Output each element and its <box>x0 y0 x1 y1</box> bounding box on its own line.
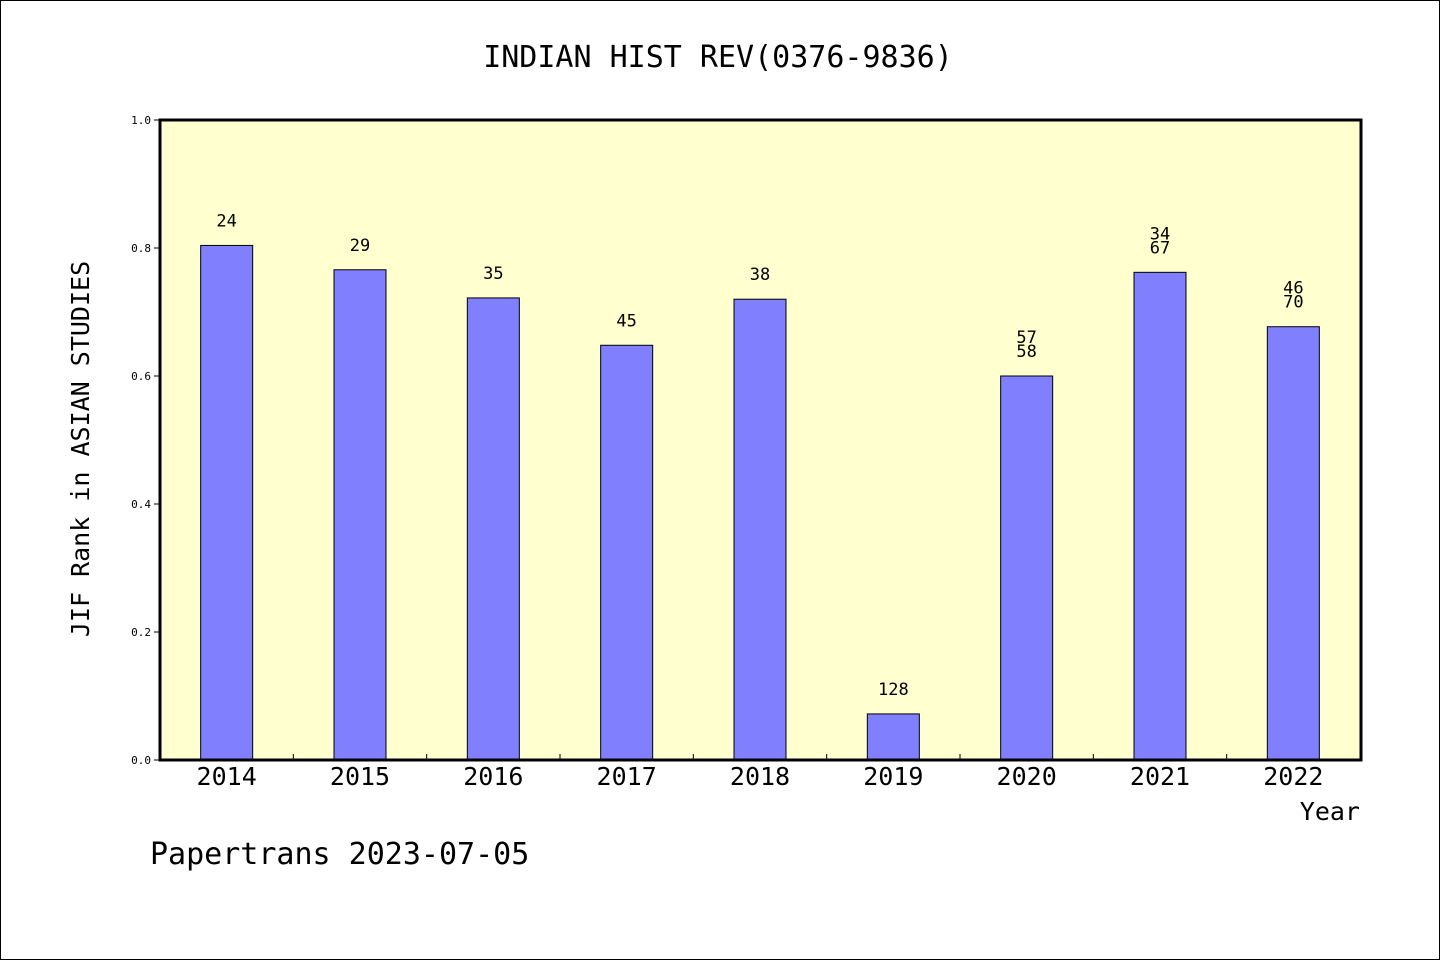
bar-value-label: 70 <box>1283 293 1303 313</box>
x-tick-label-2016: 2016 <box>463 762 523 791</box>
y-tick-label: 0.4 <box>131 498 151 511</box>
x-tick-label-2015: 2015 <box>330 762 390 791</box>
x-tick-label-2020: 2020 <box>997 762 1057 791</box>
y-tick-label: 0.8 <box>131 242 151 255</box>
y-tick-label: 0.0 <box>131 754 151 767</box>
y-tick-label: 1.0 <box>131 114 151 127</box>
x-tick-label-2021: 2021 <box>1130 762 1190 791</box>
bar-2014 <box>200 244 254 761</box>
bar-value-label: 57 <box>1016 328 1036 348</box>
bar-value-label: 128 <box>878 680 909 700</box>
x-tick-label-2022: 2022 <box>1263 762 1323 791</box>
x-axis-label: Year <box>1300 797 1360 826</box>
bar-value-label: 38 <box>750 265 770 285</box>
bar-2018 <box>733 298 787 761</box>
bar-value-label: 35 <box>483 264 503 284</box>
bar-value-label: 29 <box>350 236 370 256</box>
footer-watermark: Papertrans 2023-07-05 <box>150 837 529 872</box>
bar-value-label: 24 <box>216 211 236 231</box>
y-axis-label: JIF Rank in ASIAN STUDIES <box>66 261 95 637</box>
y-tick-label: 0.6 <box>131 370 151 383</box>
bar-2022 <box>1266 326 1320 761</box>
bar-2015 <box>333 269 387 761</box>
bar-2021 <box>1133 271 1187 761</box>
y-tick-label: 0.2 <box>131 626 151 639</box>
bars-group <box>200 244 1320 761</box>
chart-title: INDIAN HIST REV(0376-9836) <box>483 40 953 75</box>
x-tick-label-2017: 2017 <box>597 762 657 791</box>
bar-2020 <box>1000 375 1054 761</box>
bar-2017 <box>600 344 654 761</box>
bar-value-label: 46 <box>1283 279 1303 299</box>
x-tick-label-2019: 2019 <box>863 762 923 791</box>
x-axis: 2014 2015 2016 2017 2018 2019 2020 2021 2022 <box>197 754 1323 791</box>
bar-value-label: 58 <box>1016 342 1036 362</box>
plot-border <box>158 118 1363 762</box>
x-tick-label-2014: 2014 <box>197 762 257 791</box>
bar-value-label: 67 <box>1150 238 1170 258</box>
y-axis: 0.0 0.2 0.4 0.6 0.8 1.0 <box>131 114 160 767</box>
bar-2019 <box>866 713 920 761</box>
bar-2016 <box>466 297 520 761</box>
x-tick-label-2018: 2018 <box>730 762 790 791</box>
bar-value-label: 34 <box>1150 224 1170 244</box>
bar-value-label: 45 <box>616 311 636 331</box>
